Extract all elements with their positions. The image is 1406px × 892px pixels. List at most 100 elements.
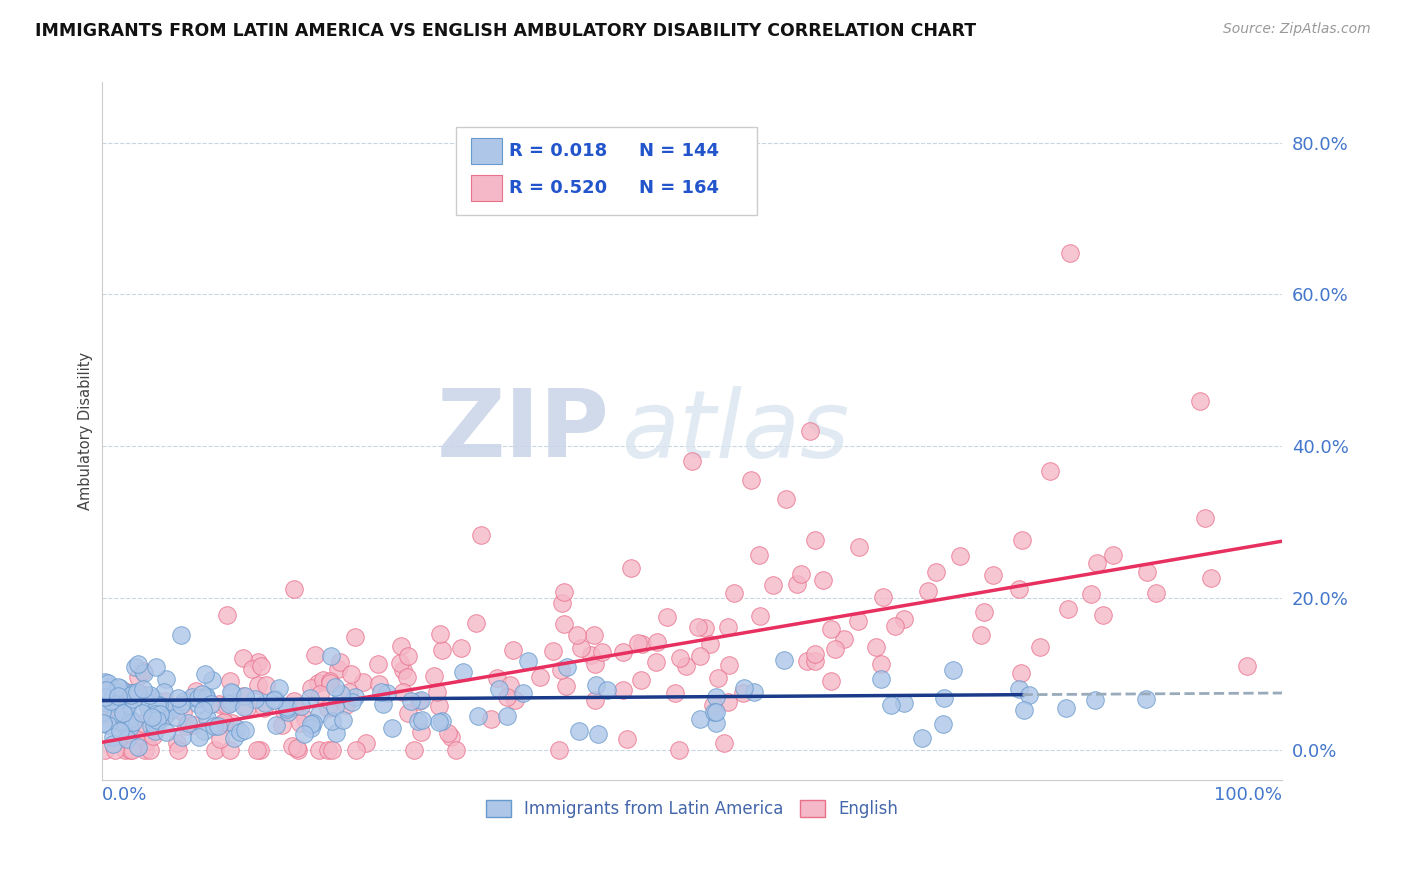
Point [111,692,134,706]
Point [218,697,240,711]
Point [550,663,572,677]
Point [120,712,142,726]
Point [451,665,474,679]
Text: R = 0.018: R = 0.018 [509,142,607,160]
Point [1080,587,1102,601]
Point [344,630,367,644]
Point [717,619,740,633]
Point [132,664,155,678]
Point [1135,692,1157,706]
Point [517,654,540,668]
Point [328,662,350,676]
Point [373,697,395,711]
Point [586,727,609,741]
Point [235,723,257,737]
Point [1144,585,1167,599]
Point [502,643,524,657]
Point [292,727,315,741]
Point [703,705,725,719]
Point [142,714,165,728]
Text: N = 144: N = 144 [638,142,718,160]
Point [762,577,785,591]
Point [620,561,643,575]
Point [288,716,311,731]
Point [104,743,127,757]
Point [1039,464,1062,478]
Point [146,714,169,728]
Point [981,567,1004,582]
Point [1010,666,1032,681]
Point [865,640,887,654]
Point [120,727,142,741]
Point [444,743,467,757]
Point [264,718,287,732]
Point [553,616,575,631]
Point [136,734,159,748]
Point [146,698,169,713]
Point [219,695,242,709]
Point [325,726,347,740]
Point [172,706,194,720]
Point [323,700,346,714]
Point [202,719,225,733]
Point [299,681,322,695]
Point [498,678,520,692]
Point [267,681,290,695]
Point [187,697,209,711]
Point [699,637,721,651]
Point [264,692,287,706]
Point [409,693,432,707]
Point [543,644,565,658]
Point [146,716,169,731]
Point [94,690,117,705]
Point [681,454,703,468]
FancyBboxPatch shape [471,138,502,163]
Point [188,730,211,744]
Point [143,718,166,732]
Point [655,609,678,624]
Point [157,700,180,714]
Point [247,655,270,669]
Point [731,686,754,700]
Point [193,724,215,739]
Point [108,723,131,738]
Point [215,698,238,712]
Text: IMMIGRANTS FROM LATIN AMERICA VS ENGLISH AMBULATORY DISABILITY CORRELATION CHART: IMMIGRANTS FROM LATIN AMERICA VS ENGLISH… [35,22,976,40]
Point [316,743,339,757]
Point [1085,556,1108,570]
Point [194,667,217,681]
Point [94,683,117,698]
Point [127,739,149,754]
Point [1014,703,1036,717]
Point [790,567,813,582]
Point [195,710,218,724]
Point [664,686,686,700]
Point [330,687,353,701]
Point [142,699,165,714]
Point [101,737,124,751]
Point [742,685,765,699]
Point [105,696,128,710]
Point [1028,640,1050,655]
Point [949,549,972,563]
Point [1236,659,1258,673]
Point [246,678,269,692]
Point [302,716,325,731]
Point [884,619,907,633]
Point [568,723,591,738]
Point [308,687,330,701]
Point [645,655,668,669]
Point [479,712,502,726]
Point [749,608,772,623]
Point [249,743,271,757]
Point [392,663,415,677]
Point [127,670,149,684]
Point [583,693,606,707]
Text: 100.0%: 100.0% [1215,787,1282,805]
Point [200,697,222,711]
Point [155,725,177,739]
Point [427,699,450,714]
Point [122,686,145,700]
Point [872,590,894,604]
FancyBboxPatch shape [456,128,756,215]
